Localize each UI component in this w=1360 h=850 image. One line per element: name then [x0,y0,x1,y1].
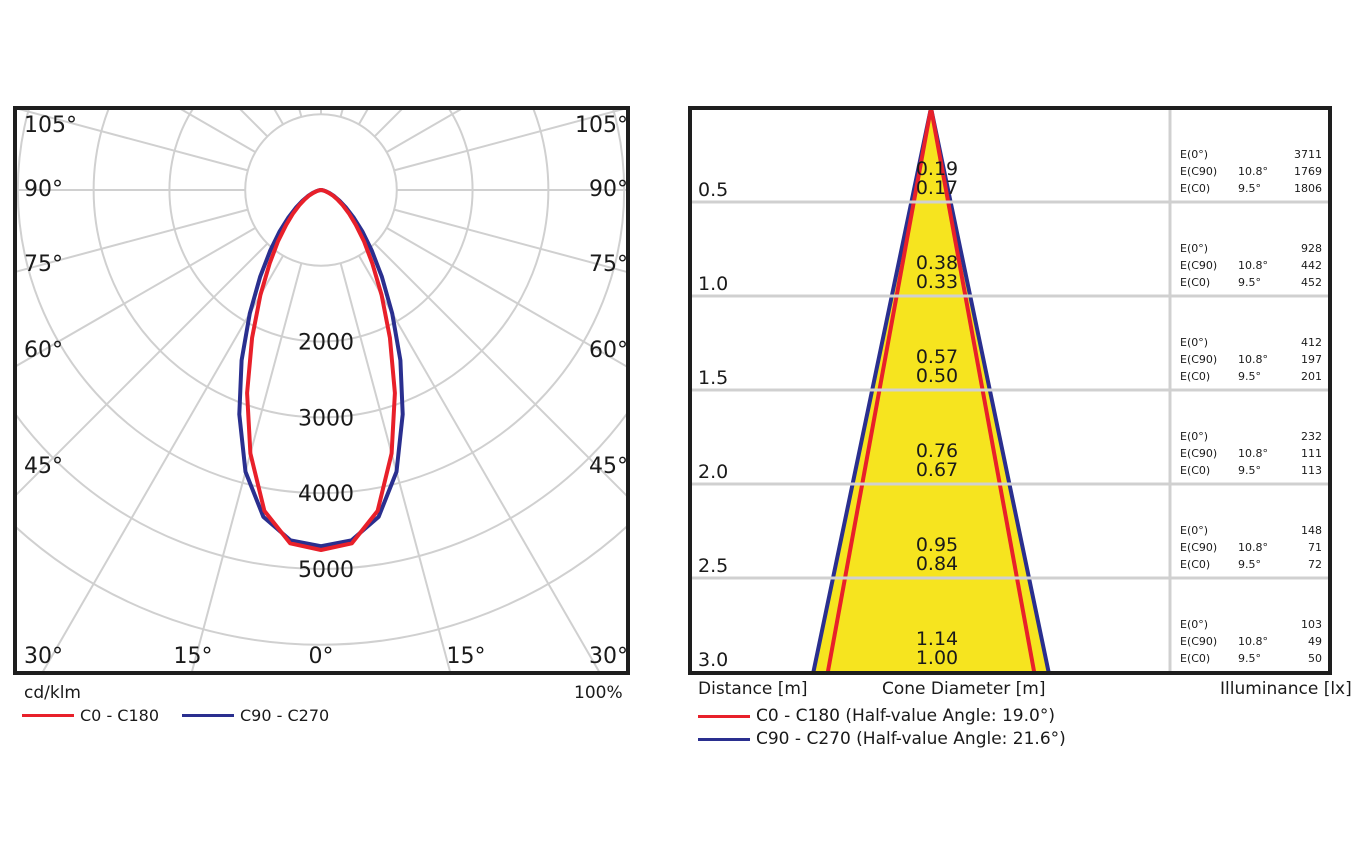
angle-label-right: 105° [575,113,628,138]
polar-spoke [15,242,269,498]
angle-label-left: 60° [24,338,63,363]
polar-legend-c90: C90 - C270 [182,706,329,725]
cone-legend-c0: C0 - C180 (Half-value Angle: 19.0°) [698,706,1055,726]
angle-label-bottom: 0° [309,644,334,669]
polar-ring [15,410,628,570]
angle-label-left: 75° [24,252,63,277]
polar-spoke [339,108,345,118]
polar-spoke [272,108,284,125]
polar-spoke [339,262,452,673]
polar-spoke [358,255,602,673]
polar-spoke [393,108,628,172]
polar-spoke [297,108,303,118]
angle-label-left: 105° [24,113,77,138]
polar-ring [15,523,628,646]
legend-swatch-c0 [698,714,750,718]
radial-tick-label: 2000 [298,331,354,356]
cone-center-label: Cone Diameter [m] [882,679,1046,699]
polar-spoke [386,227,628,369]
polar-curves [237,188,405,552]
polar-spoke [393,208,628,274]
cone-right-label: Illuminance [lx] [1220,679,1352,699]
radial-tick-label: 5000 [298,558,354,583]
radial-tick-label: 3000 [298,406,354,431]
cone-legend-c90: C90 - C270 (Half-value Angle: 21.6°) [698,729,1066,749]
polar-spoke [40,255,284,673]
polar-frame [13,106,630,675]
legend-label-c0: C0 - C180 [80,706,160,725]
angle-label-bottom: 15° [447,644,486,669]
polar-grid [15,108,628,673]
polar-spoke [358,108,370,125]
legend-swatch-c0 [22,714,74,717]
angle-label-right: 75° [589,252,628,277]
legend-swatch-c90 [182,714,234,717]
polar-spoke [15,208,249,274]
polar-plot-background [15,108,628,673]
angle-label-right: 60° [589,338,628,363]
polar-spoke [15,108,249,172]
angle-label-right: 90° [589,177,628,202]
legend-swatch-c90 [698,737,750,741]
polar-spoke [15,227,256,368]
polar-scale-label: 100% [574,683,623,703]
polar-unit-label: cd/klm [24,683,81,703]
angle-label-left: 30° [24,644,63,669]
angle-label-right: 30° [589,644,628,669]
cone-xlabel: Distance [m] [698,679,808,699]
polar-labels: 105° 90° 75° 60° 45° 30° 105° 90° 75° 60° 45° 30° 15… [24,113,628,669]
legend-label-c90: C90 - C270 (Half-value Angle: 21.6°) [756,729,1066,749]
radial-tick-label: 4000 [298,482,354,507]
legend-label-c90: C90 - C270 [240,706,330,725]
polar-spoke [373,242,628,499]
angle-label-bottom: 15° [174,644,213,669]
legend-label-c0: C0 - C180 (Half-value Angle: 19.0°) [756,706,1055,726]
polar-spoke [190,262,303,673]
series-c0-c180-curve [245,188,397,552]
angle-label-left: 90° [24,177,63,202]
polar-legend-c0: C0 - C180 [22,706,159,725]
angle-label-left: 45° [24,454,63,479]
angle-label-right: 45° [589,454,628,479]
